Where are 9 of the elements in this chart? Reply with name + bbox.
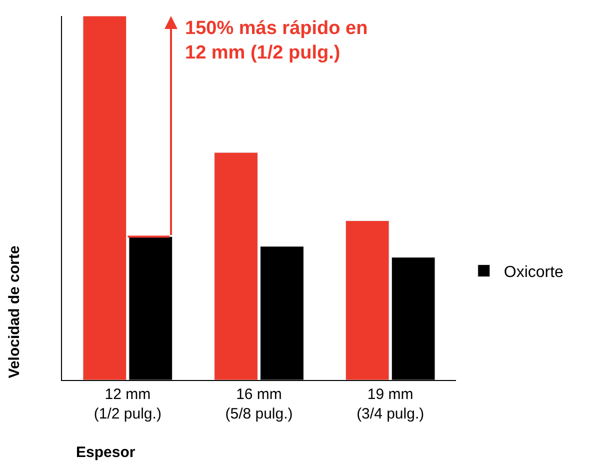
x-axis-title: Espesor bbox=[76, 444, 136, 461]
bar bbox=[345, 220, 390, 380]
bar bbox=[214, 152, 258, 380]
x-tick-label: 16 mm (5/8 pulg.) bbox=[225, 386, 293, 422]
x-tick-label: 19 mm (3/4 pulg.) bbox=[356, 386, 424, 422]
x-tick-label: 12 mm (1/2 pulg.) bbox=[94, 386, 162, 422]
annotation: 150% más rápido en 12 mm (1/2 pulg.) bbox=[185, 18, 368, 64]
y-axis-title: Velocidad de corte bbox=[6, 246, 24, 378]
legend-label: Oxicorte bbox=[504, 264, 564, 281]
